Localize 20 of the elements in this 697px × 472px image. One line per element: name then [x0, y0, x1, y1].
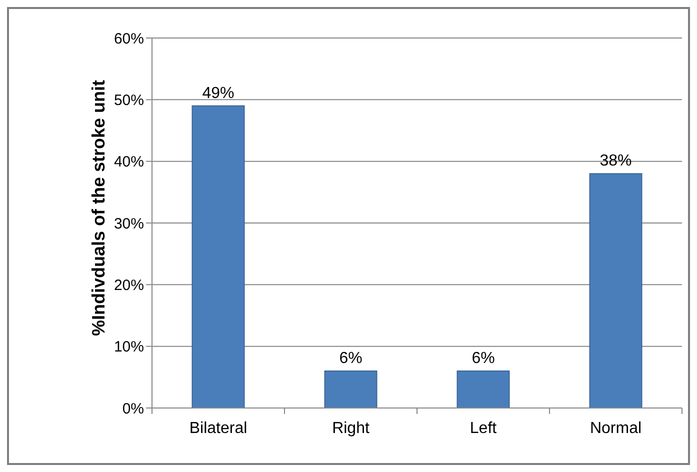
y-tick-label: 40% [114, 154, 144, 171]
y-tick-label: 60% [114, 30, 144, 48]
y-tick-label: 0% [122, 400, 144, 418]
y-tick-label: 10% [114, 338, 144, 356]
x-tick-label: Left [470, 420, 498, 437]
data-label: 38% [600, 152, 632, 170]
data-label: 6% [339, 350, 362, 367]
bar [456, 370, 510, 408]
data-label: 49% [202, 84, 234, 102]
y-axis-title: %Indivduals of the stroke unit [88, 80, 108, 336]
x-tick-label: Normal [590, 420, 642, 437]
y-tick-label: 20% [114, 276, 144, 294]
bar [192, 105, 245, 408]
x-tick-label: Right [332, 420, 370, 437]
bar [589, 173, 642, 408]
y-tick-label: 30% [114, 215, 144, 232]
y-tick-label: 50% [114, 92, 144, 109]
x-tick-label: Bilateral [189, 420, 248, 437]
bar [324, 370, 378, 408]
data-label: 6% [472, 350, 495, 367]
